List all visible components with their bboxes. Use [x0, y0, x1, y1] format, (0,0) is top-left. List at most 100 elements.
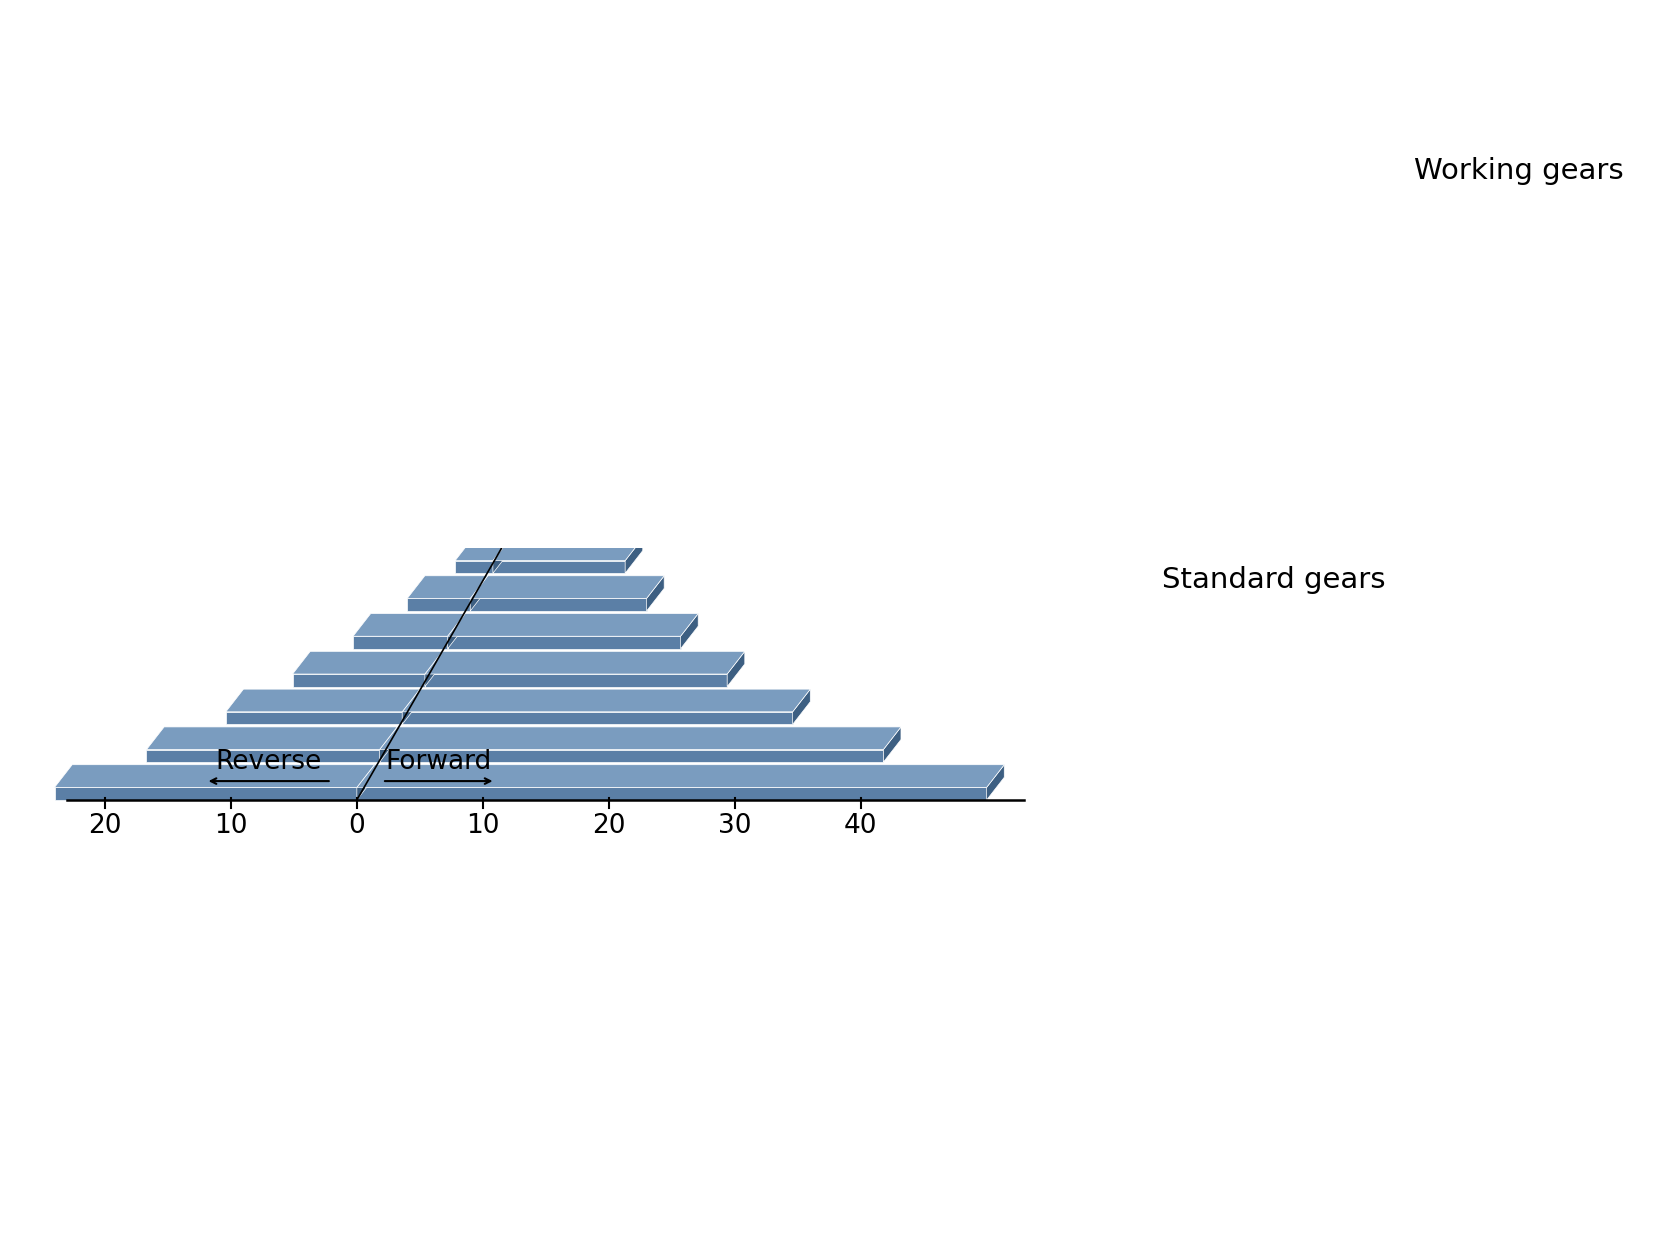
Polygon shape: [647, 200, 714, 223]
Polygon shape: [402, 712, 793, 724]
Polygon shape: [697, 223, 748, 233]
Polygon shape: [561, 447, 598, 460]
Text: 20: 20: [591, 813, 625, 839]
Text: Forward: Forward: [386, 748, 492, 775]
Polygon shape: [402, 689, 420, 724]
Text: 10: 10: [465, 813, 499, 839]
Polygon shape: [764, 87, 795, 110]
Polygon shape: [470, 576, 664, 598]
Polygon shape: [793, 689, 810, 724]
Polygon shape: [442, 352, 623, 374]
Polygon shape: [516, 523, 610, 536]
Polygon shape: [748, 200, 764, 233]
Polygon shape: [753, 110, 764, 120]
Polygon shape: [447, 614, 699, 636]
Polygon shape: [356, 765, 1005, 788]
Polygon shape: [146, 727, 396, 750]
Polygon shape: [719, 185, 754, 195]
Polygon shape: [425, 674, 727, 687]
Polygon shape: [788, 49, 811, 72]
Polygon shape: [492, 561, 625, 573]
Polygon shape: [628, 314, 647, 347]
Text: 20: 20: [87, 813, 121, 839]
Polygon shape: [697, 200, 764, 223]
Polygon shape: [538, 462, 618, 485]
Polygon shape: [470, 576, 487, 611]
Polygon shape: [561, 425, 617, 447]
Polygon shape: [795, 49, 811, 82]
Polygon shape: [603, 387, 620, 422]
Polygon shape: [680, 614, 699, 649]
Polygon shape: [606, 374, 769, 384]
Polygon shape: [625, 538, 643, 573]
Polygon shape: [356, 765, 375, 800]
Polygon shape: [516, 500, 628, 523]
Polygon shape: [455, 538, 511, 561]
Polygon shape: [754, 163, 773, 195]
Polygon shape: [697, 200, 714, 233]
Polygon shape: [447, 614, 465, 649]
Polygon shape: [684, 185, 719, 195]
Polygon shape: [497, 500, 533, 523]
Text: 10: 10: [213, 813, 247, 839]
Polygon shape: [447, 636, 680, 649]
Polygon shape: [538, 485, 601, 498]
Polygon shape: [628, 314, 773, 336]
Polygon shape: [492, 538, 643, 561]
Polygon shape: [746, 276, 764, 309]
Polygon shape: [492, 538, 511, 573]
Polygon shape: [606, 352, 623, 384]
Text: Reverse: Reverse: [215, 748, 323, 775]
Polygon shape: [502, 314, 647, 336]
Polygon shape: [719, 163, 738, 195]
Polygon shape: [380, 750, 884, 762]
Polygon shape: [986, 765, 1005, 800]
Polygon shape: [146, 750, 380, 762]
Polygon shape: [781, 49, 805, 72]
Polygon shape: [652, 276, 764, 299]
Text: Standard gears: Standard gears: [1163, 566, 1386, 593]
Polygon shape: [605, 261, 674, 271]
Polygon shape: [425, 651, 744, 674]
Polygon shape: [744, 238, 761, 271]
Polygon shape: [583, 387, 620, 410]
Polygon shape: [292, 651, 442, 674]
Polygon shape: [743, 147, 764, 158]
Polygon shape: [516, 500, 533, 536]
Polygon shape: [674, 238, 761, 261]
Text: 30: 30: [717, 813, 751, 839]
Polygon shape: [652, 299, 746, 309]
Polygon shape: [781, 72, 788, 82]
Polygon shape: [674, 261, 744, 271]
Polygon shape: [764, 87, 783, 120]
Polygon shape: [652, 276, 669, 309]
Polygon shape: [647, 223, 697, 233]
Polygon shape: [753, 87, 783, 110]
Polygon shape: [788, 49, 805, 82]
Polygon shape: [54, 765, 375, 788]
Polygon shape: [353, 636, 447, 649]
Polygon shape: [353, 614, 465, 636]
Text: Working gears: Working gears: [1413, 158, 1623, 185]
Polygon shape: [380, 727, 900, 750]
Text: 40: 40: [843, 813, 877, 839]
Polygon shape: [583, 410, 603, 422]
Polygon shape: [402, 689, 810, 712]
Polygon shape: [764, 125, 783, 158]
Polygon shape: [743, 125, 759, 158]
Polygon shape: [769, 352, 788, 384]
Polygon shape: [647, 576, 664, 611]
Polygon shape: [425, 651, 442, 687]
Polygon shape: [292, 674, 425, 687]
Polygon shape: [674, 238, 692, 271]
Polygon shape: [601, 462, 618, 498]
Polygon shape: [407, 576, 487, 598]
Polygon shape: [598, 425, 617, 460]
Polygon shape: [407, 598, 470, 611]
Polygon shape: [719, 147, 743, 158]
Polygon shape: [719, 163, 773, 185]
Polygon shape: [442, 374, 606, 384]
Polygon shape: [455, 561, 492, 573]
Polygon shape: [54, 788, 356, 800]
Polygon shape: [719, 125, 759, 147]
